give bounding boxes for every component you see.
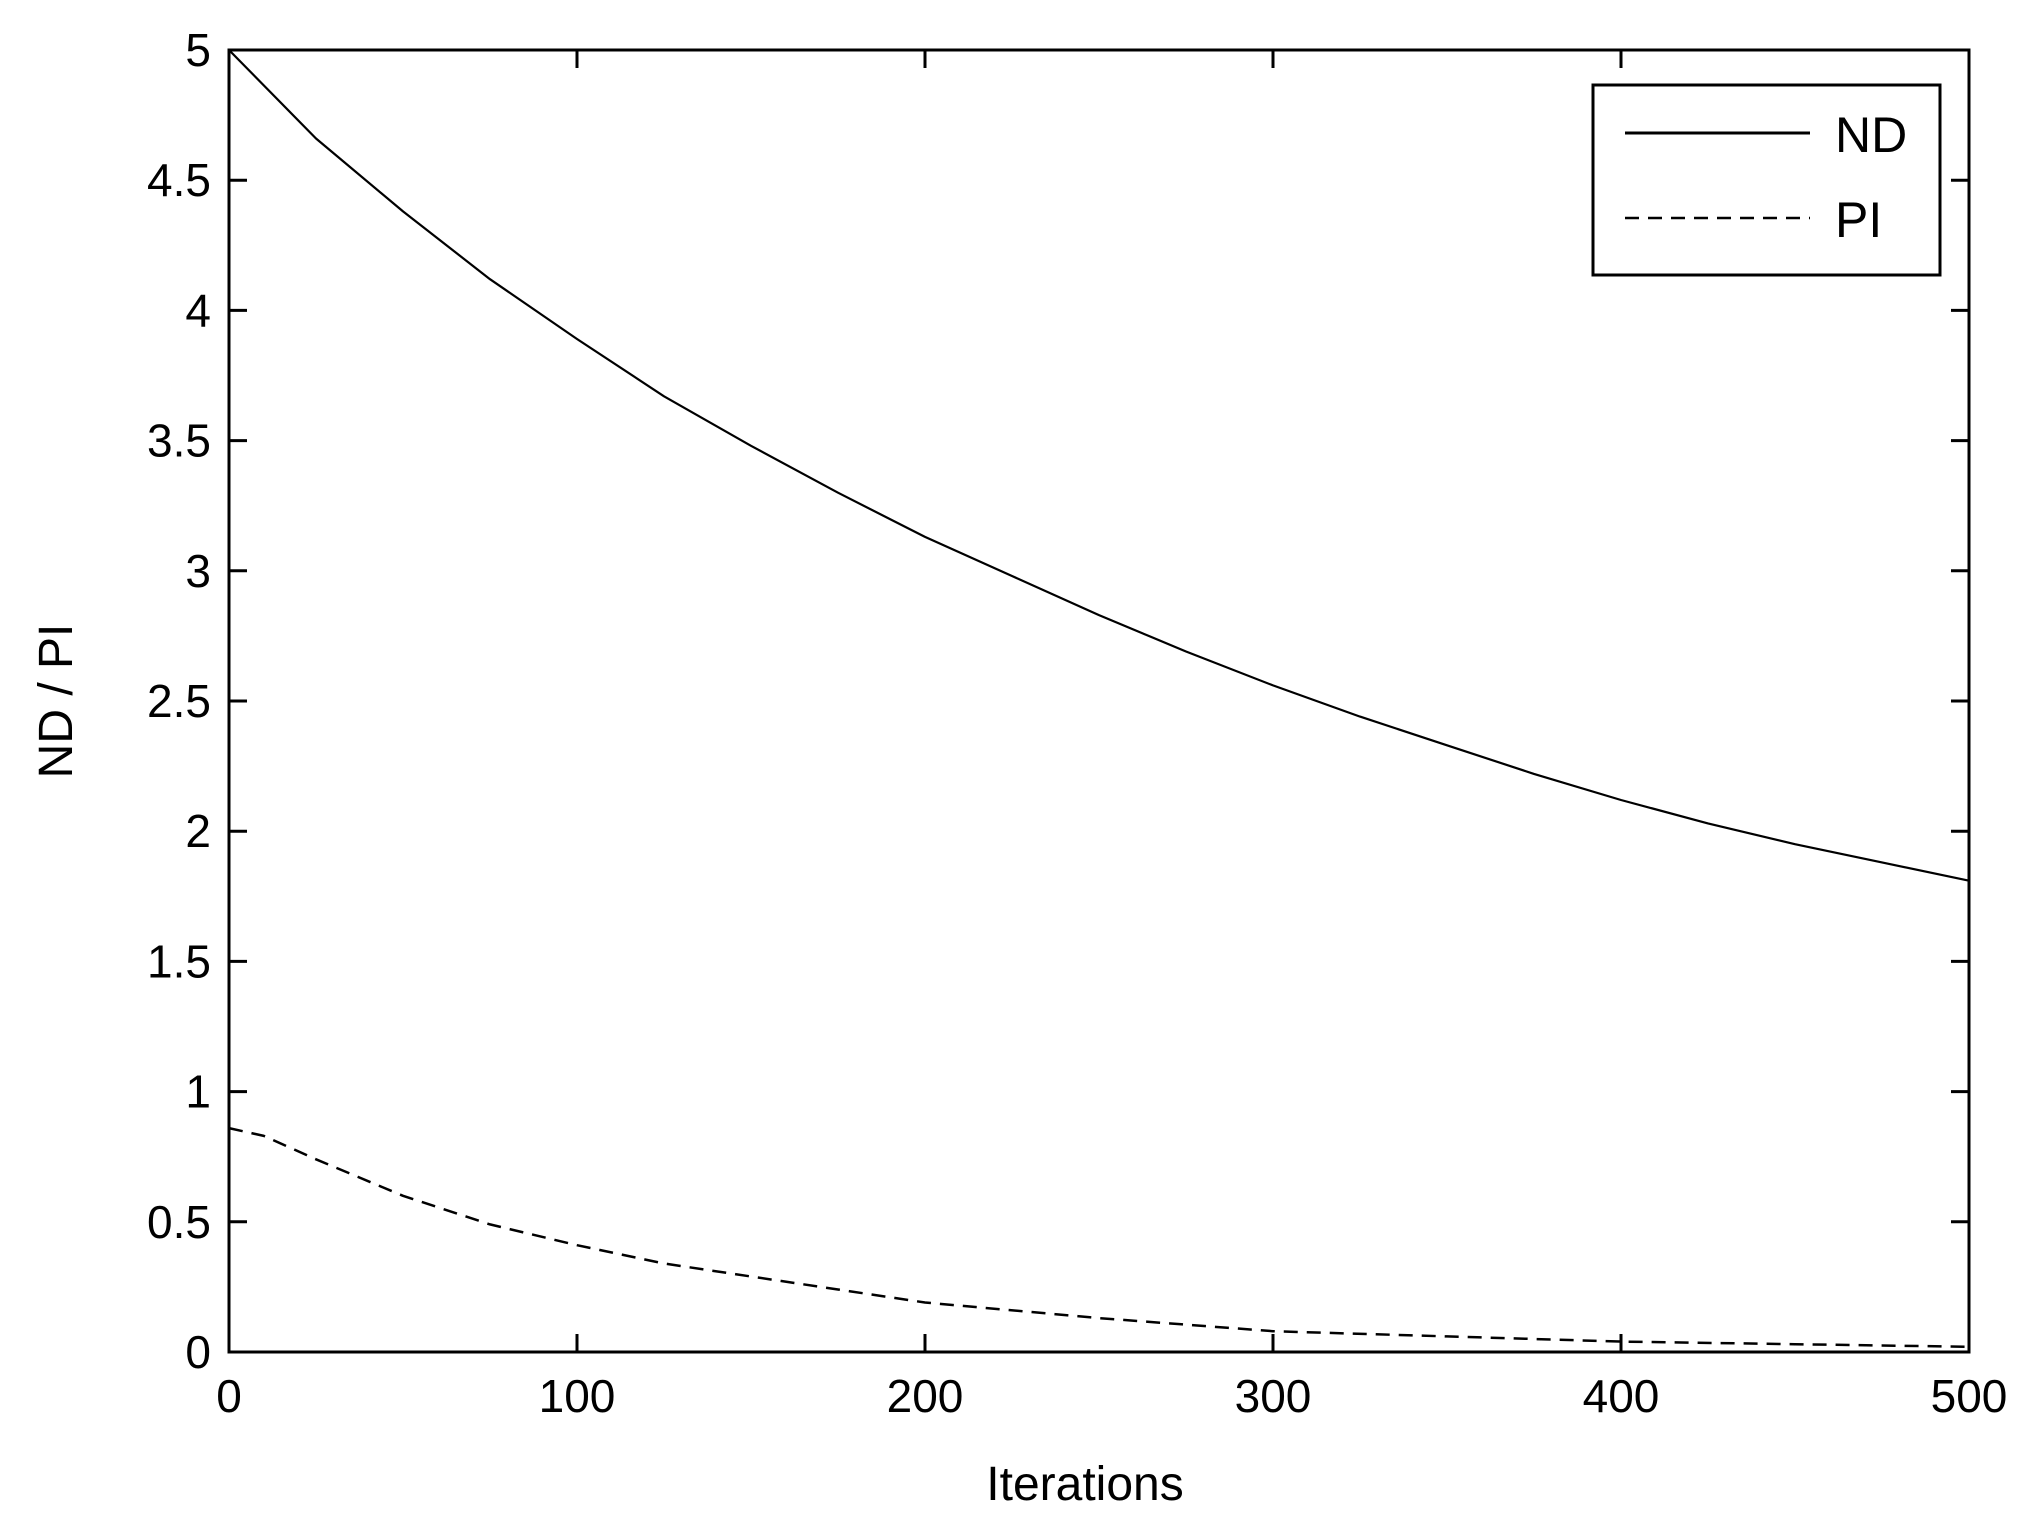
y-tick-label: 3 — [185, 545, 211, 597]
legend-box — [1591, 83, 1942, 277]
x-axis-label: Iterations — [986, 1458, 1183, 1511]
y-tick-label: 2 — [185, 805, 211, 857]
y-tick-label: 3.5 — [147, 415, 211, 467]
legend: ND PI — [1591, 83, 1942, 277]
y-tick-label: 0.5 — [147, 1196, 211, 1248]
x-tick-label: 400 — [1583, 1370, 1660, 1422]
x-tick-label: 0 — [216, 1370, 242, 1422]
y-tick-label: 4 — [185, 284, 211, 336]
y-tick-label: 2.5 — [147, 675, 211, 727]
x-tick-label: 200 — [887, 1370, 964, 1422]
y-axis-ticks: 0 0.5 1 1.5 2 2.5 3 3.5 4 4.5 5 — [147, 24, 1969, 1378]
y-tick-label: 1 — [185, 1066, 211, 1118]
x-tick-label: 100 — [539, 1370, 616, 1422]
plot-frame — [227, 48, 1971, 1354]
legend-label-pi: PI — [1835, 192, 1882, 248]
y-tick-label: 0 — [185, 1326, 211, 1378]
x-tick-label: 500 — [1931, 1370, 2008, 1422]
y-tick-label: 1.5 — [147, 935, 211, 987]
y-tick-label: 5 — [185, 24, 211, 76]
y-tick-label: 4.5 — [147, 154, 211, 206]
x-tick-label: 300 — [1235, 1370, 1312, 1422]
series-layer — [228, 49, 1970, 1349]
y-axis-label: ND / PI — [30, 624, 83, 779]
series-line-nd — [228, 49, 1970, 882]
series-line-pi — [228, 1126, 1970, 1349]
x-axis-ticks: 0 100 200 300 400 500 — [216, 50, 2007, 1422]
legend-label-nd: ND — [1835, 107, 1907, 163]
